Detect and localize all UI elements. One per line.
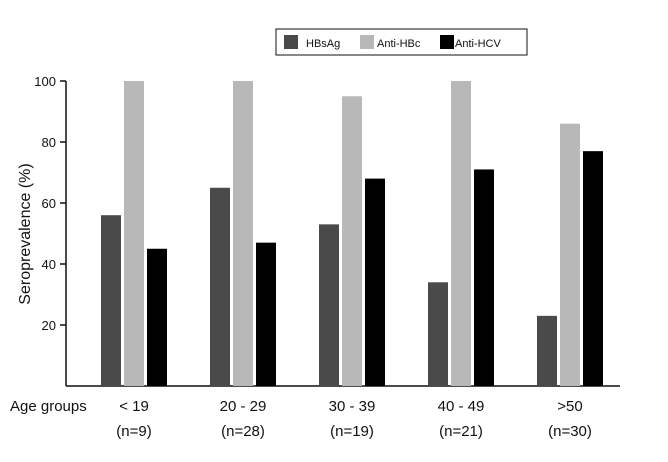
bars bbox=[101, 81, 603, 386]
bar-anti-hcv-4 bbox=[583, 151, 603, 386]
legend-swatch-anti-hcv bbox=[440, 35, 454, 49]
bar-anti-hcv-2 bbox=[365, 178, 385, 386]
x-category-count: (n=9) bbox=[116, 423, 151, 440]
legend-swatch-anti-hbc bbox=[360, 35, 374, 49]
bar-hbsag-1 bbox=[210, 187, 230, 386]
legend-label-anti-hbc: Anti-HBc bbox=[377, 38, 421, 50]
bar-anti-hcv-0 bbox=[147, 248, 167, 386]
x-category-label: 40 - 49 bbox=[438, 398, 485, 415]
legend-label-hbsag: HBsAg bbox=[306, 38, 340, 50]
y-tick-label: 20 bbox=[42, 318, 56, 333]
bar-hbsag-3 bbox=[428, 282, 448, 386]
legend: HBsAg Anti-HBc Anti-HCV bbox=[275, 28, 528, 56]
bar-hbsag-2 bbox=[319, 224, 339, 386]
bar-anti-hbc-2 bbox=[342, 96, 362, 386]
bar-hbsag-4 bbox=[537, 315, 557, 386]
x-labels: < 19 (n=9) 20 - 29 (n=28) 30 - 39 (n=19) 40 - … bbox=[116, 398, 592, 440]
legend-label-anti-hcv: Anti-HCV bbox=[455, 38, 502, 50]
bar-anti-hcv-3 bbox=[474, 169, 494, 386]
bar-hbsag-0 bbox=[101, 215, 121, 386]
x-category-count: (n=28) bbox=[221, 423, 265, 440]
x-category-count: (n=30) bbox=[548, 423, 592, 440]
x-category-label: 30 - 39 bbox=[329, 398, 376, 415]
y-ticks: 20 40 60 80 100 bbox=[34, 74, 66, 333]
y-tick-label: 80 bbox=[42, 135, 56, 150]
bar-anti-hbc-0 bbox=[124, 81, 144, 386]
x-category-label: >50 bbox=[557, 398, 582, 415]
legend-swatch-hbsag bbox=[284, 35, 298, 49]
x-category-label: < 19 bbox=[119, 398, 149, 415]
x-axis-label: Age groups bbox=[10, 398, 87, 415]
y-axis-label: Seroprevalence (%) bbox=[17, 163, 34, 304]
bar-anti-hbc-1 bbox=[233, 81, 253, 386]
y-tick-label: 60 bbox=[42, 196, 56, 211]
bar-anti-hcv-1 bbox=[256, 242, 276, 386]
x-category-label: 20 - 29 bbox=[220, 398, 267, 415]
y-tick-label: 100 bbox=[34, 74, 56, 89]
x-category-count: (n=21) bbox=[439, 423, 483, 440]
bar-anti-hbc-3 bbox=[451, 81, 471, 386]
x-category-count: (n=19) bbox=[330, 423, 374, 440]
legend-box bbox=[275, 28, 528, 56]
bar-anti-hbc-4 bbox=[560, 123, 580, 386]
y-tick-label: 40 bbox=[42, 257, 56, 272]
